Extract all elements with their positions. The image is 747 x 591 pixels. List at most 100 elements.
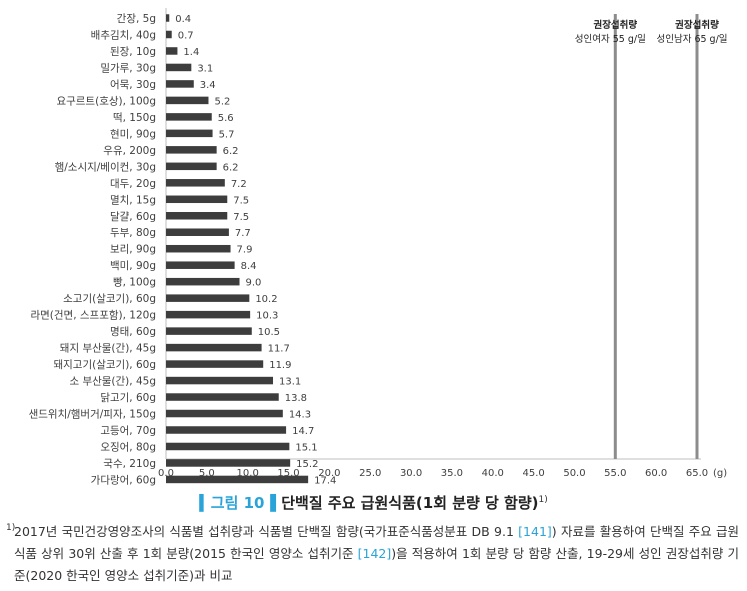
category-label: 햄/소시지/베이컨, 30g	[55, 161, 156, 173]
value-label: 5.2	[214, 96, 230, 107]
x-tick-label: 35.0	[441, 468, 463, 479]
value-label: 5.7	[219, 129, 235, 140]
x-axis-unit: (g)	[713, 468, 727, 479]
category-label: 고등어, 70g	[100, 425, 156, 437]
category-label: 밀가루, 30g	[100, 62, 156, 74]
value-label: 11.7	[268, 344, 290, 355]
value-label: 7.2	[231, 179, 247, 190]
value-label: 10.5	[258, 327, 280, 338]
value-label: 3.4	[200, 80, 216, 91]
x-tick-label: 50.0	[563, 468, 585, 479]
x-tick-label: 45.0	[522, 468, 544, 479]
footnote-text: 2017년 국민건강영양조사의 식품별 섭취량과 식품별 단백질 함량(국가표준…	[14, 521, 739, 587]
figure-title-superscript: 1)	[538, 495, 548, 505]
category-label: 두부, 80g	[110, 227, 156, 239]
bar	[166, 376, 274, 385]
bar	[166, 146, 217, 154]
category-label: 현미, 90g	[110, 128, 156, 140]
bar	[166, 113, 212, 121]
reference-line-label: 권장섭취량	[675, 19, 719, 31]
value-label: 7.5	[233, 195, 249, 206]
bar	[166, 459, 291, 467]
x-tick-label: 20.0	[318, 468, 340, 479]
category-label: 라면(건면, 스프포함), 120g	[30, 310, 156, 322]
category-label: 달걀, 60g	[110, 210, 156, 223]
x-tick-label: 0.0	[158, 468, 174, 479]
x-tick-label: 40.0	[482, 468, 504, 479]
category-label: 대두, 20g	[110, 178, 156, 190]
bar	[166, 360, 264, 368]
value-label: 15.2	[296, 459, 318, 470]
x-tick-label: 30.0	[400, 468, 422, 479]
bar	[166, 228, 229, 236]
bar	[166, 96, 209, 105]
value-label: 13.8	[285, 393, 307, 404]
category-label: 오징어, 80g	[100, 441, 156, 453]
value-label: 11.9	[269, 360, 291, 371]
category-label: 우유, 200g	[103, 145, 156, 157]
bar	[166, 47, 178, 55]
bar	[166, 310, 251, 319]
footnote-text-part-3: )을 적용하여 1회 분량 당 함량 산출, 19-29세 성인 권장섭취량 기…	[14, 546, 739, 583]
category-label: 백미, 90g	[110, 260, 156, 272]
value-label: 10.2	[255, 294, 277, 305]
category-label: 된장, 10g	[110, 46, 156, 58]
bar	[166, 212, 228, 220]
category-label: 배추김치, 40g	[91, 29, 156, 41]
value-label: 7.5	[233, 212, 249, 223]
bar	[166, 426, 287, 434]
bar	[166, 129, 213, 138]
bar	[166, 195, 228, 204]
value-label: 3.1	[197, 63, 213, 74]
figure-caption: ▍그림 10▐ 단백질 주요 급원식품(1회 분량 당 함량)1)	[0, 492, 747, 513]
category-label: 멸치, 15g	[110, 194, 156, 206]
reference-line-sublabel: 성인남자 65 g/일	[656, 34, 727, 45]
value-label: 7.9	[237, 245, 253, 256]
bar	[166, 179, 225, 187]
category-label: 빵, 100g	[113, 277, 156, 289]
category-label: 간장, 5g	[117, 13, 156, 25]
bar	[166, 80, 194, 88]
category-label: 소 부산물(간), 45g	[69, 376, 156, 388]
x-tick-label: 5.0	[199, 468, 215, 479]
footnote-mark: 1)	[6, 523, 16, 533]
bar	[166, 277, 240, 286]
footnote-reference-142: [142]	[357, 546, 392, 561]
reference-line-label: 권장섭취량	[593, 19, 637, 31]
bar	[166, 162, 217, 171]
category-label: 닭고기, 60g	[100, 392, 156, 404]
value-label: 10.3	[256, 311, 278, 322]
x-tick-label: 55.0	[604, 468, 626, 479]
figure-title: 단백질 주요 급원식품(1회 분량 당 함량)	[281, 494, 539, 512]
x-tick-label: 60.0	[645, 468, 667, 479]
value-label: 14.7	[292, 426, 314, 437]
value-label: 14.3	[289, 410, 311, 421]
category-label: 요구르트(호상), 100g	[56, 95, 156, 107]
bar	[166, 393, 279, 401]
bar	[166, 30, 172, 39]
bar	[166, 327, 252, 335]
x-tick-label: 15.0	[277, 468, 299, 479]
reference-line-sublabel: 성인여자 55 g/일	[575, 33, 646, 45]
value-label: 0.4	[175, 14, 191, 25]
value-label: 8.4	[241, 261, 257, 272]
bar	[166, 14, 170, 22]
category-label: 떡, 150g	[113, 112, 156, 124]
bar	[166, 442, 290, 451]
figure-number: ▍그림 10▐	[199, 494, 277, 512]
footnote-text-part-2: ) 자료를 활용하여 단백질 주요 급원식품 상위 30위 산출 후 1회 분량…	[14, 524, 740, 561]
value-label: 0.7	[178, 30, 194, 41]
footnote-reference-141: [141]	[518, 524, 552, 539]
category-label: 샌드위치/햄버거/피자, 150g	[29, 408, 156, 421]
footnote-text-part-1: 2017년 국민건강영양조사의 식품별 섭취량과 식품별 단백질 함량(국가표준…	[14, 524, 519, 539]
x-tick-label: 10.0	[237, 468, 259, 479]
value-label: 1.4	[183, 47, 199, 58]
value-label: 6.2	[223, 162, 239, 173]
category-label: 소고기(살코기), 60g	[63, 293, 156, 305]
value-label: 15.1	[295, 442, 317, 453]
value-label: 6.2	[223, 146, 239, 157]
x-tick-label: 25.0	[359, 468, 381, 479]
footnote: 1) 2017년 국민건강영양조사의 식품별 섭취량과 식품별 단백질 함량(국…	[6, 521, 739, 587]
category-label: 명태, 60g	[110, 326, 156, 338]
